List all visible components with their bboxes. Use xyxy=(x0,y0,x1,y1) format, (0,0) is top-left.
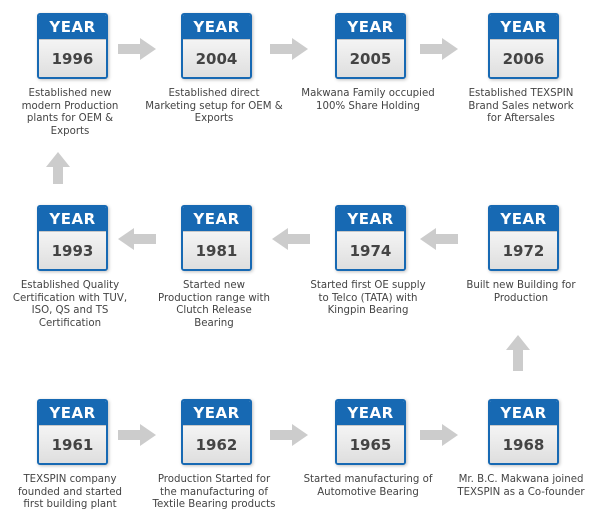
year-card-header: YEAR xyxy=(183,15,250,39)
year-value: 2005 xyxy=(337,39,404,77)
arrow-right-icon xyxy=(270,38,308,60)
year-value: 1965 xyxy=(337,425,404,463)
year-value: 1962 xyxy=(183,425,250,463)
year-card: YEAR 2005 xyxy=(335,13,406,79)
arrow-right-icon xyxy=(420,424,458,446)
year-card-header: YEAR xyxy=(183,207,250,231)
year-value: 1993 xyxy=(39,231,106,269)
arrow-right-icon xyxy=(118,38,156,60)
milestone-1962: YEAR 1962 Production Started for the man… xyxy=(144,399,284,512)
milestone-1965: YEAR 1965 Started manufacturing of Autom… xyxy=(298,399,438,499)
year-card: YEAR 1996 xyxy=(37,13,108,79)
milestone-1974: YEAR 1974 Started first OE supply to Tel… xyxy=(298,205,438,318)
year-card-header: YEAR xyxy=(39,207,106,231)
year-card: YEAR 1961 xyxy=(37,399,108,465)
year-value: 2006 xyxy=(490,39,557,77)
year-value: 1981 xyxy=(183,231,250,269)
year-card-header: YEAR xyxy=(39,15,106,39)
milestone-1972: YEAR 1972 Built new Building for Product… xyxy=(451,205,591,305)
year-card: YEAR 1962 xyxy=(181,399,252,465)
year-card: YEAR 1972 xyxy=(488,205,559,271)
milestone-description: Established direct Marketing setup for O… xyxy=(145,88,283,124)
year-card-header: YEAR xyxy=(490,401,557,425)
milestone-1993: YEAR 1993 Established Quality Certificat… xyxy=(0,205,140,330)
arrow-up-icon xyxy=(46,152,70,184)
arrow-left-icon xyxy=(272,228,310,250)
arrow-up-icon xyxy=(506,335,530,371)
milestone-description: Started manufacturing of Automotive Bear… xyxy=(303,474,433,498)
milestone-2005: YEAR 2005 Makwana Family occupied 100% S… xyxy=(298,13,438,113)
year-value: 1961 xyxy=(39,425,106,463)
arrow-left-icon xyxy=(118,228,156,250)
milestone-description: Built new Building for Production xyxy=(466,280,576,304)
arrow-right-icon xyxy=(420,38,458,60)
year-value: 1974 xyxy=(337,231,404,269)
year-value: 1968 xyxy=(490,425,557,463)
year-card-header: YEAR xyxy=(490,15,557,39)
arrow-right-icon xyxy=(270,424,308,446)
milestone-1968: YEAR 1968 Mr. B.C. Makwana joined TEXSPI… xyxy=(451,399,591,499)
year-card: YEAR 1974 xyxy=(335,205,406,271)
milestone-description: Started new Production range with Clutch… xyxy=(158,280,270,329)
year-card-header: YEAR xyxy=(183,401,250,425)
milestone-description: Established Quality Certification with T… xyxy=(12,280,128,329)
year-card-header: YEAR xyxy=(39,401,106,425)
arrow-right-icon xyxy=(118,424,156,446)
milestone-description: Established TEXSPIN Brand Sales network … xyxy=(468,88,574,124)
year-value: 1996 xyxy=(39,39,106,77)
year-card: YEAR 1965 xyxy=(335,399,406,465)
year-card: YEAR 2006 xyxy=(488,13,559,79)
year-card: YEAR 1993 xyxy=(37,205,108,271)
year-card-header: YEAR xyxy=(337,401,404,425)
milestone-description: Established new modern Production plants… xyxy=(21,88,119,137)
milestone-1961: YEAR 1961 TEXSPIN company founded and st… xyxy=(0,399,140,512)
milestone-description: Makwana Family occupied 100% Share Holdi… xyxy=(301,88,435,112)
milestone-description: Mr. B.C. Makwana joined TEXSPIN as a Co-… xyxy=(457,474,585,498)
year-card-header: YEAR xyxy=(490,207,557,231)
year-card: YEAR 2004 xyxy=(181,13,252,79)
milestone-description: Production Started for the manufacturing… xyxy=(152,474,276,510)
year-card-header: YEAR xyxy=(337,15,404,39)
milestone-description: TEXSPIN company founded and started firs… xyxy=(17,474,123,510)
milestone-2004: YEAR 2004 Established direct Marketing s… xyxy=(144,13,284,126)
year-card: YEAR 1968 xyxy=(488,399,559,465)
year-card: YEAR 1981 xyxy=(181,205,252,271)
milestone-description: Started first OE supply to Telco (TATA) … xyxy=(310,280,426,316)
milestone-2006: YEAR 2006 Established TEXSPIN Brand Sale… xyxy=(451,13,591,126)
year-value: 2004 xyxy=(183,39,250,77)
milestone-1996: YEAR 1996 Established new modern Product… xyxy=(0,13,140,138)
arrow-left-icon xyxy=(420,228,458,250)
year-card-header: YEAR xyxy=(337,207,404,231)
milestone-1981: YEAR 1981 Started new Production range w… xyxy=(144,205,284,330)
year-value: 1972 xyxy=(490,231,557,269)
